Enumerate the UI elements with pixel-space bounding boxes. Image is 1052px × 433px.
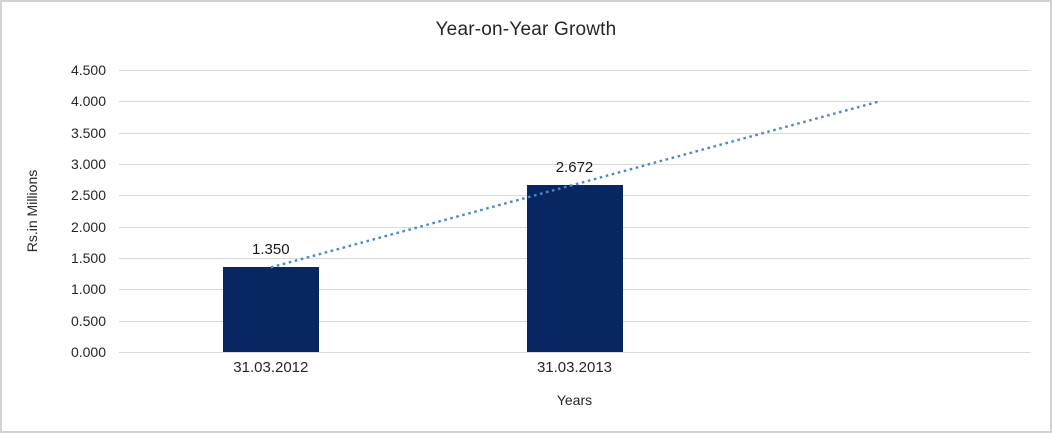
chart-title: Year-on-Year Growth (435, 19, 617, 40)
trendline (270, 100, 879, 269)
y-tick-label: 0.000 (70, 344, 106, 360)
gridline (119, 352, 1030, 353)
y-tick-label: 4.000 (70, 93, 106, 110)
x-tick-label: 31.03.2013 (536, 359, 613, 376)
y-tick-label: 3.500 (70, 124, 106, 141)
y-tick-label: 2.000 (70, 218, 106, 235)
y-tick-label: 0.500 (70, 312, 106, 329)
bar-value-label: 2.672 (555, 158, 594, 176)
bar-31.03.2012 (222, 267, 319, 352)
y-tick-label: 4.500 (70, 62, 106, 78)
gridline (119, 132, 1030, 134)
y-tick-label: 2.500 (70, 187, 106, 204)
gridline (119, 164, 1030, 165)
bar-value-label: 1.350 (252, 241, 290, 259)
plot-area (119, 70, 1030, 353)
gridline (119, 70, 1030, 71)
y-tick-label: 1.500 (70, 250, 106, 266)
gridline (119, 101, 1030, 103)
y-tick-label: 1.000 (70, 281, 106, 298)
x-axis-title: Years (556, 392, 593, 408)
bar-31.03.2013 (526, 184, 623, 352)
y-tick-label: 3.000 (70, 156, 106, 172)
y-axis-title: Rs.in Millions (24, 169, 40, 253)
x-tick-label: 31.03.2012 (233, 359, 309, 376)
